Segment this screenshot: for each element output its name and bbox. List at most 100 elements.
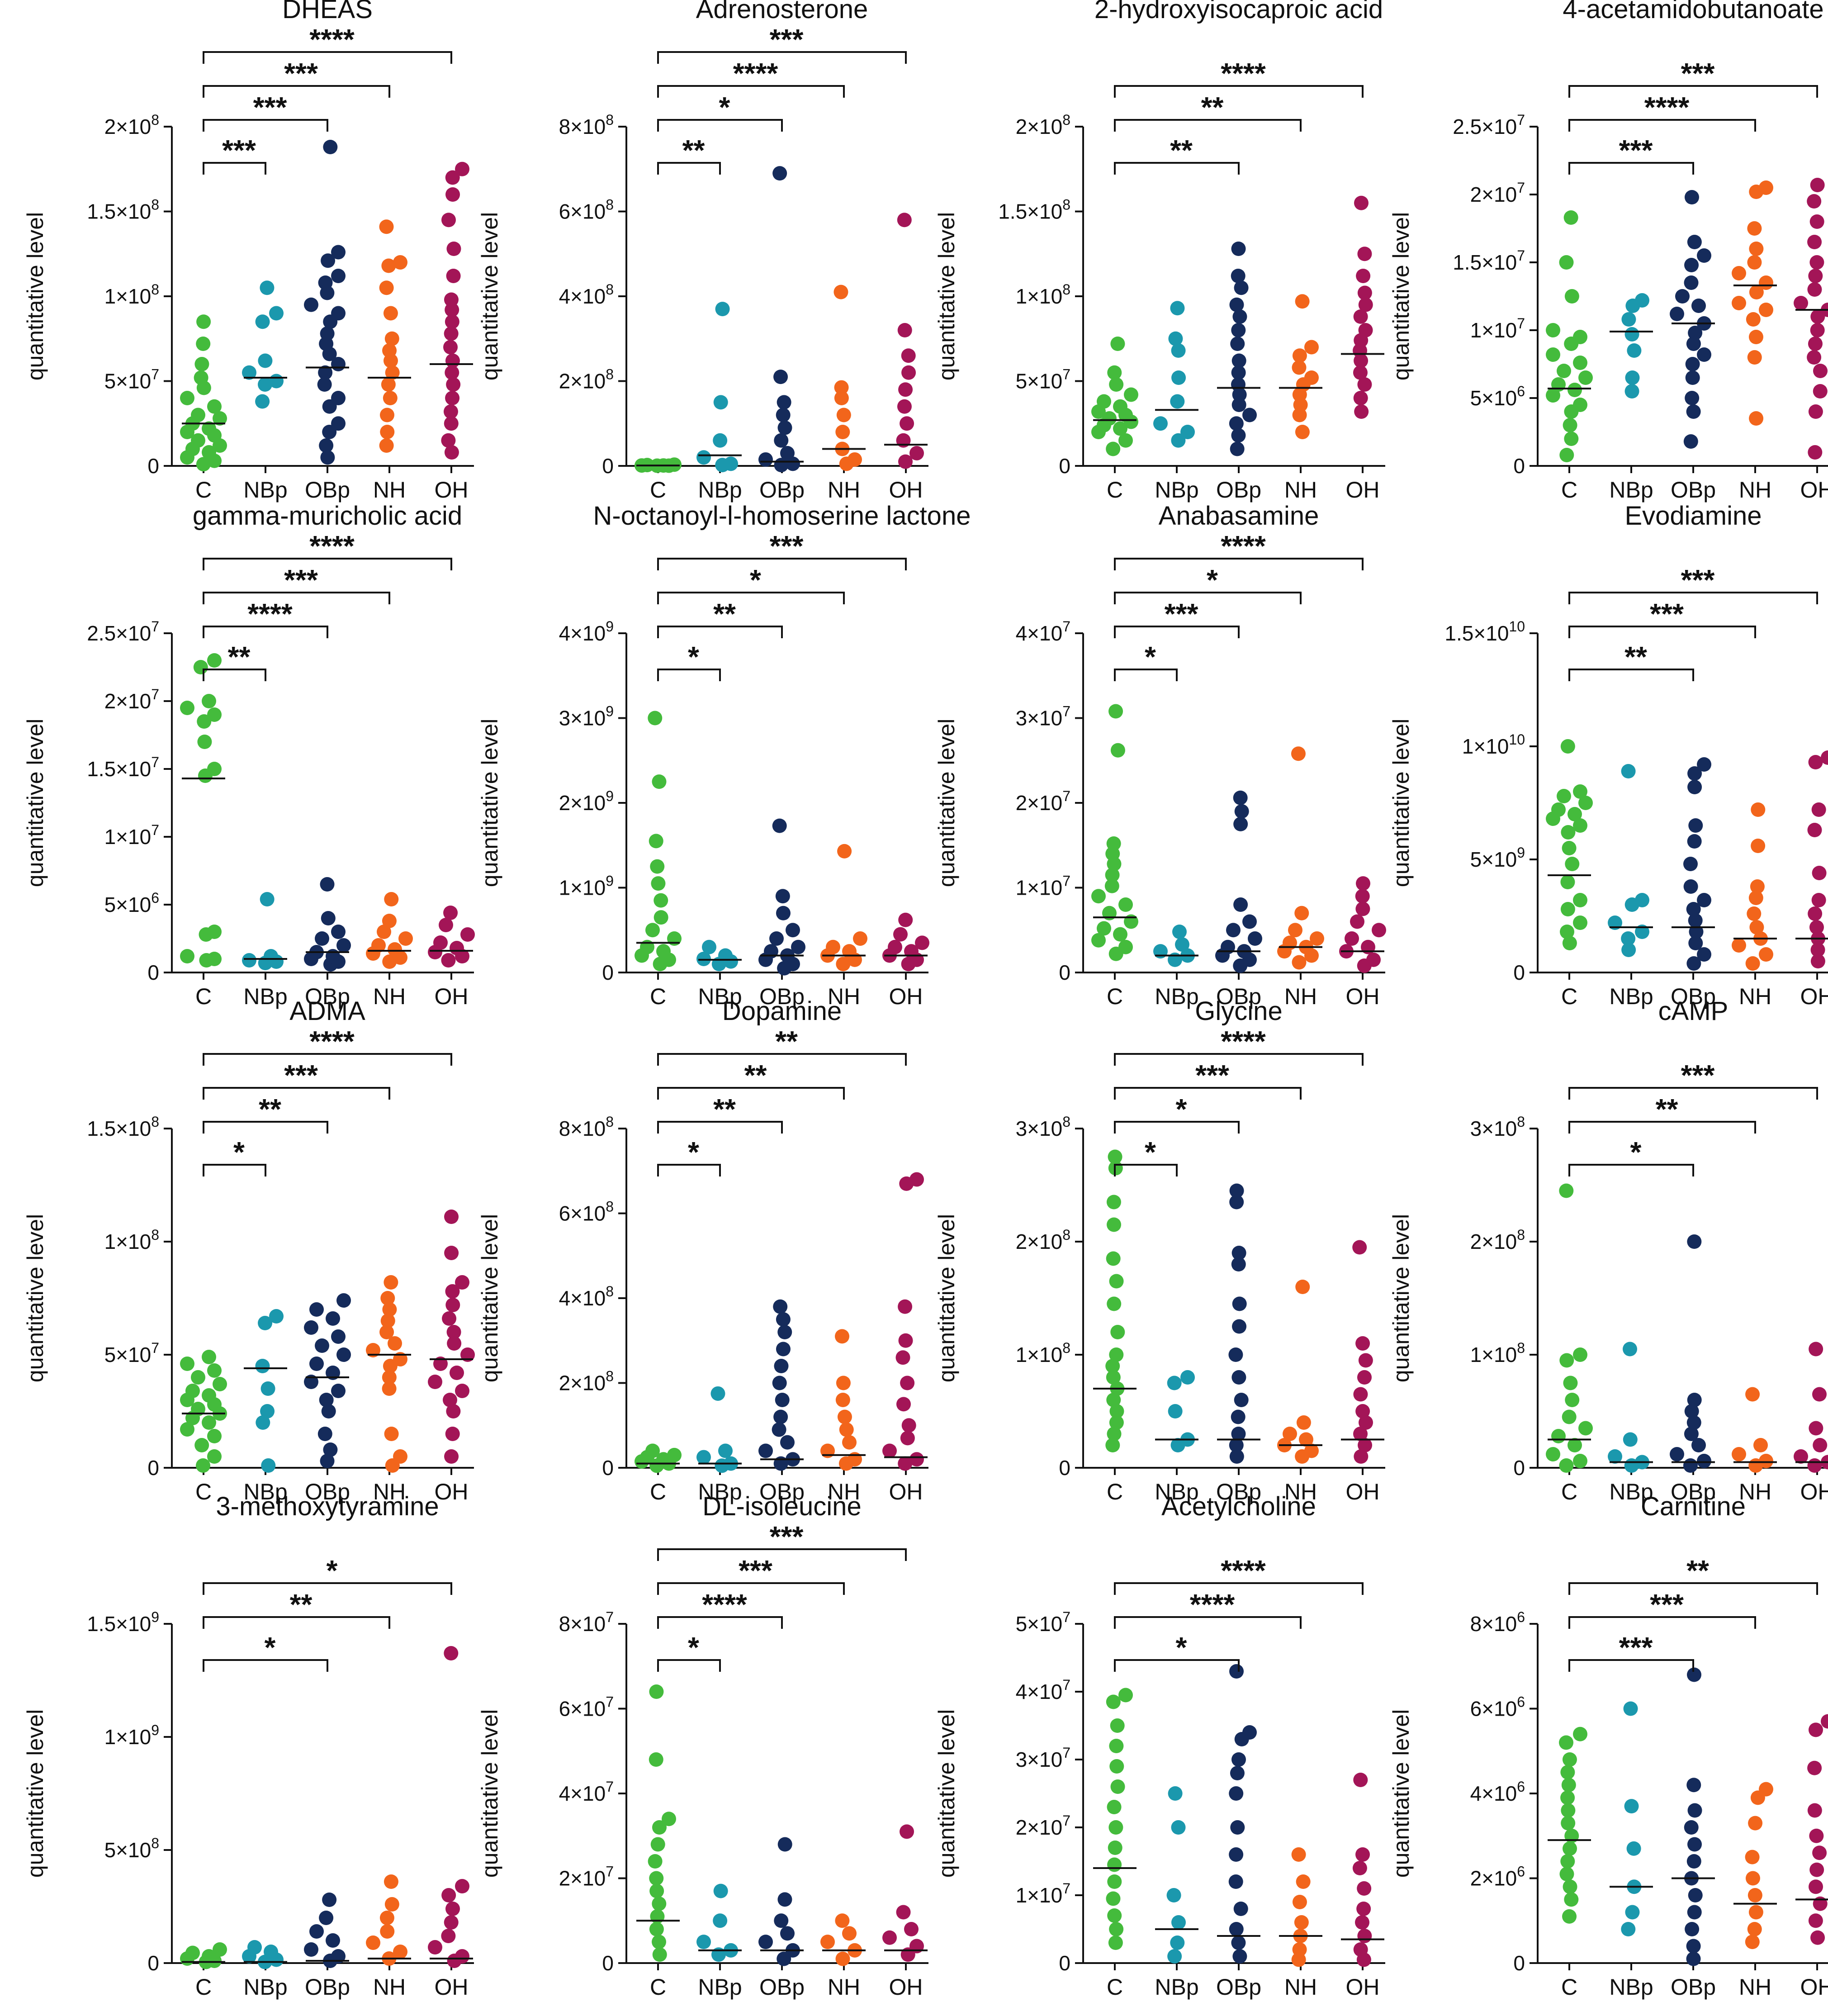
- y-tick-label: 4×107: [1016, 1677, 1070, 1703]
- data-point-oh: [1807, 235, 1822, 249]
- y-tick-label: 4×108: [559, 281, 614, 308]
- data-point-c: [1564, 289, 1579, 304]
- tick-exponent: 7: [1062, 618, 1070, 635]
- data-point-oh: [1358, 1415, 1373, 1430]
- data-point-nbp: [1180, 425, 1195, 439]
- y-tick-label: 5×107: [1016, 366, 1070, 393]
- tick-mantissa: 1×10: [104, 1725, 152, 1749]
- y-axis-label: quantitative level: [934, 212, 959, 380]
- data-point-nbp: [1621, 943, 1636, 957]
- data-point-nh: [835, 1951, 850, 1966]
- tick-mantissa: 2×10: [1016, 115, 1063, 138]
- data-point-c: [1107, 1857, 1122, 1872]
- data-point-obp: [1229, 297, 1244, 312]
- data-point-c: [1109, 1347, 1124, 1362]
- y-tick-label: 2×108: [559, 1368, 614, 1395]
- data-point-nbp: [260, 1381, 275, 1396]
- data-point-obp: [773, 370, 788, 384]
- data-point-oh: [901, 1418, 916, 1433]
- tick-mantissa: 0: [1513, 1456, 1525, 1480]
- data-point-oh: [895, 1350, 910, 1365]
- tick-mantissa: 0: [1059, 1456, 1070, 1480]
- data-point-c: [1559, 1735, 1574, 1750]
- x-tick-label-c: C: [195, 984, 212, 1009]
- data-point-c: [649, 1684, 664, 1699]
- data-point-nh: [1759, 180, 1773, 195]
- data-point-c: [1108, 704, 1123, 719]
- data-point-obp: [319, 1393, 334, 1407]
- data-point-nh: [393, 255, 407, 270]
- tick-exponent: 9: [151, 1609, 159, 1625]
- data-point-nh: [1295, 294, 1310, 309]
- tick-exponent: 8: [1062, 197, 1070, 213]
- tick-mantissa: 5×10: [1016, 1612, 1063, 1636]
- data-point-nh: [837, 1409, 852, 1424]
- data-point-nh: [835, 1393, 850, 1407]
- data-point-obp: [1231, 1752, 1246, 1767]
- data-point-c: [1560, 1765, 1575, 1780]
- tick-mantissa: 0: [1059, 1951, 1070, 1975]
- y-axis-label: quantitative level: [23, 719, 48, 887]
- data-point-nh: [384, 1874, 398, 1889]
- tick-mantissa: 1×10: [1016, 1343, 1063, 1366]
- data-point-oh: [443, 340, 458, 355]
- x-tick-label-obp: OBp: [1671, 984, 1716, 1009]
- tick-exponent: 8: [151, 1227, 159, 1243]
- tick-exponent: 7: [1062, 873, 1070, 889]
- data-point-c: [1568, 807, 1582, 821]
- data-point-nbp: [1627, 343, 1642, 358]
- data-point-oh: [1809, 1421, 1823, 1436]
- data-point-oh: [898, 454, 913, 469]
- data-point-obp: [772, 1422, 786, 1437]
- y-tick-label: 1×108: [104, 281, 159, 308]
- tick-mantissa: 0: [147, 1456, 159, 1480]
- significance-stars: ****: [1190, 1588, 1235, 1621]
- significance-bracket: [1568, 626, 1756, 638]
- panel-title: Acetylcholine: [1161, 1492, 1316, 1521]
- significance-stars: **: [713, 598, 736, 630]
- tick-mantissa: 3×10: [1470, 1117, 1517, 1140]
- data-point-nbp: [713, 1913, 728, 1928]
- data-point-c: [1546, 323, 1560, 337]
- x-tick-label-obp: OBp: [305, 1479, 350, 1504]
- data-point-nh: [1291, 1847, 1306, 1862]
- data-point-c: [207, 1449, 222, 1464]
- data-point-oh: [900, 1824, 914, 1839]
- y-tick-label: 6×106: [1470, 1694, 1525, 1721]
- data-point-oh: [1807, 282, 1822, 297]
- y-tick-label: 1×108: [1016, 1340, 1070, 1366]
- data-point-nh: [833, 285, 848, 299]
- data-point-nh: [381, 258, 396, 273]
- significance-bracket: [203, 1053, 452, 1066]
- data-point-oh: [1358, 297, 1373, 312]
- tick-mantissa: 5×10: [1470, 386, 1517, 410]
- panel-2: 2-hydroxyisocaproic acid quantitative lev…: [934, 0, 1385, 503]
- data-point-c: [196, 314, 211, 329]
- data-point-nh: [834, 380, 849, 395]
- x-tick-label-nbp: NBp: [1155, 984, 1198, 1009]
- data-point-oh: [897, 399, 912, 414]
- x-tick-label-c: C: [195, 1479, 212, 1504]
- significance-stars: *: [233, 1136, 245, 1168]
- data-point-nh: [1304, 340, 1319, 355]
- data-point-obp: [1234, 1393, 1249, 1407]
- data-point-c: [1118, 897, 1133, 912]
- data-point-c: [1107, 365, 1122, 380]
- data-point-obp: [1231, 1935, 1246, 1950]
- x-tick-label-c: C: [1561, 477, 1577, 503]
- tick-exponent: 7: [1062, 366, 1070, 383]
- significance-bracket: [1568, 669, 1694, 681]
- data-point-nh: [1753, 1438, 1768, 1452]
- x-tick-label-obp: OBp: [305, 984, 350, 1009]
- significance-stars: ***: [770, 530, 804, 562]
- data-point-oh: [1813, 364, 1828, 378]
- data-point-obp: [320, 877, 335, 892]
- x-tick-label-oh: OH: [889, 1974, 923, 2000]
- significance-stars: **: [1170, 134, 1193, 166]
- tick-exponent: 7: [1517, 247, 1525, 264]
- y-tick-label: 0: [602, 1456, 614, 1480]
- tick-exponent: 8: [1062, 1114, 1070, 1130]
- data-point-nbp: [1621, 931, 1636, 946]
- data-point-oh: [1357, 1370, 1372, 1385]
